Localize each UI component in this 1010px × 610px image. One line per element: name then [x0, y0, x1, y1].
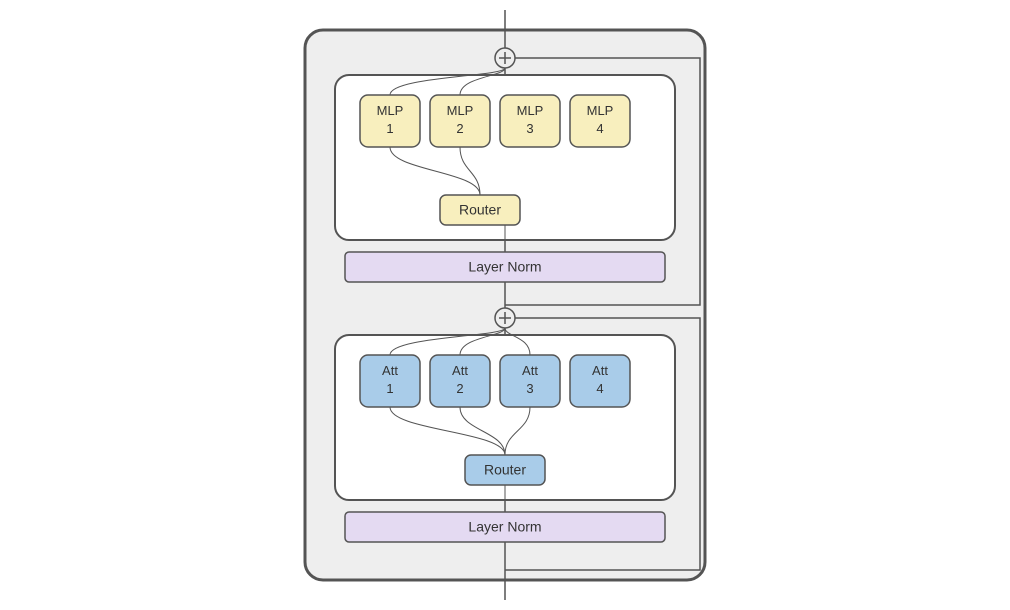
att-expert-4-label-top: Att — [592, 363, 608, 378]
att-expert-3-label-top: Att — [522, 363, 538, 378]
mlp-expert-4-label-bottom: 4 — [596, 121, 603, 136]
mlp-expert-2-label-bottom: 2 — [456, 121, 463, 136]
mlp-expert-3-label-bottom: 3 — [526, 121, 533, 136]
mlp-expert-1-label-bottom: 1 — [386, 121, 393, 136]
att-expert-1-label-bottom: 1 — [386, 381, 393, 396]
mlp-expert-3-label-top: MLP — [517, 103, 544, 118]
mlp-expert-1-label-top: MLP — [377, 103, 404, 118]
att-expert-1-label-top: Att — [382, 363, 398, 378]
layernorm-bottom-label: Layer Norm — [468, 519, 541, 535]
att-expert-3-label-bottom: 3 — [526, 381, 533, 396]
mlp-expert-4-label-top: MLP — [587, 103, 614, 118]
mlp-expert-2-label-top: MLP — [447, 103, 474, 118]
att-expert-2-label-top: Att — [452, 363, 468, 378]
moe-transformer-block-diagram: MLP 1 MLP 2 MLP 3 MLP 4 Router Layer Norm Att 1 Att 2… — [0, 0, 1010, 610]
att-expert-2-label-bottom: 2 — [456, 381, 463, 396]
mlp-router-label: Router — [459, 202, 501, 218]
att-router-label: Router — [484, 462, 526, 478]
att-expert-4-label-bottom: 4 — [596, 381, 603, 396]
layernorm-top-label: Layer Norm — [468, 259, 541, 275]
